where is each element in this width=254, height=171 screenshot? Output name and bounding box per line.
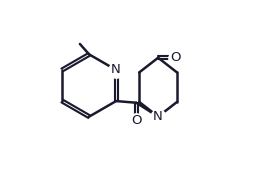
Text: N: N (153, 110, 163, 123)
Text: O: O (170, 51, 181, 64)
Text: O: O (131, 114, 141, 127)
Text: N: N (111, 63, 121, 76)
